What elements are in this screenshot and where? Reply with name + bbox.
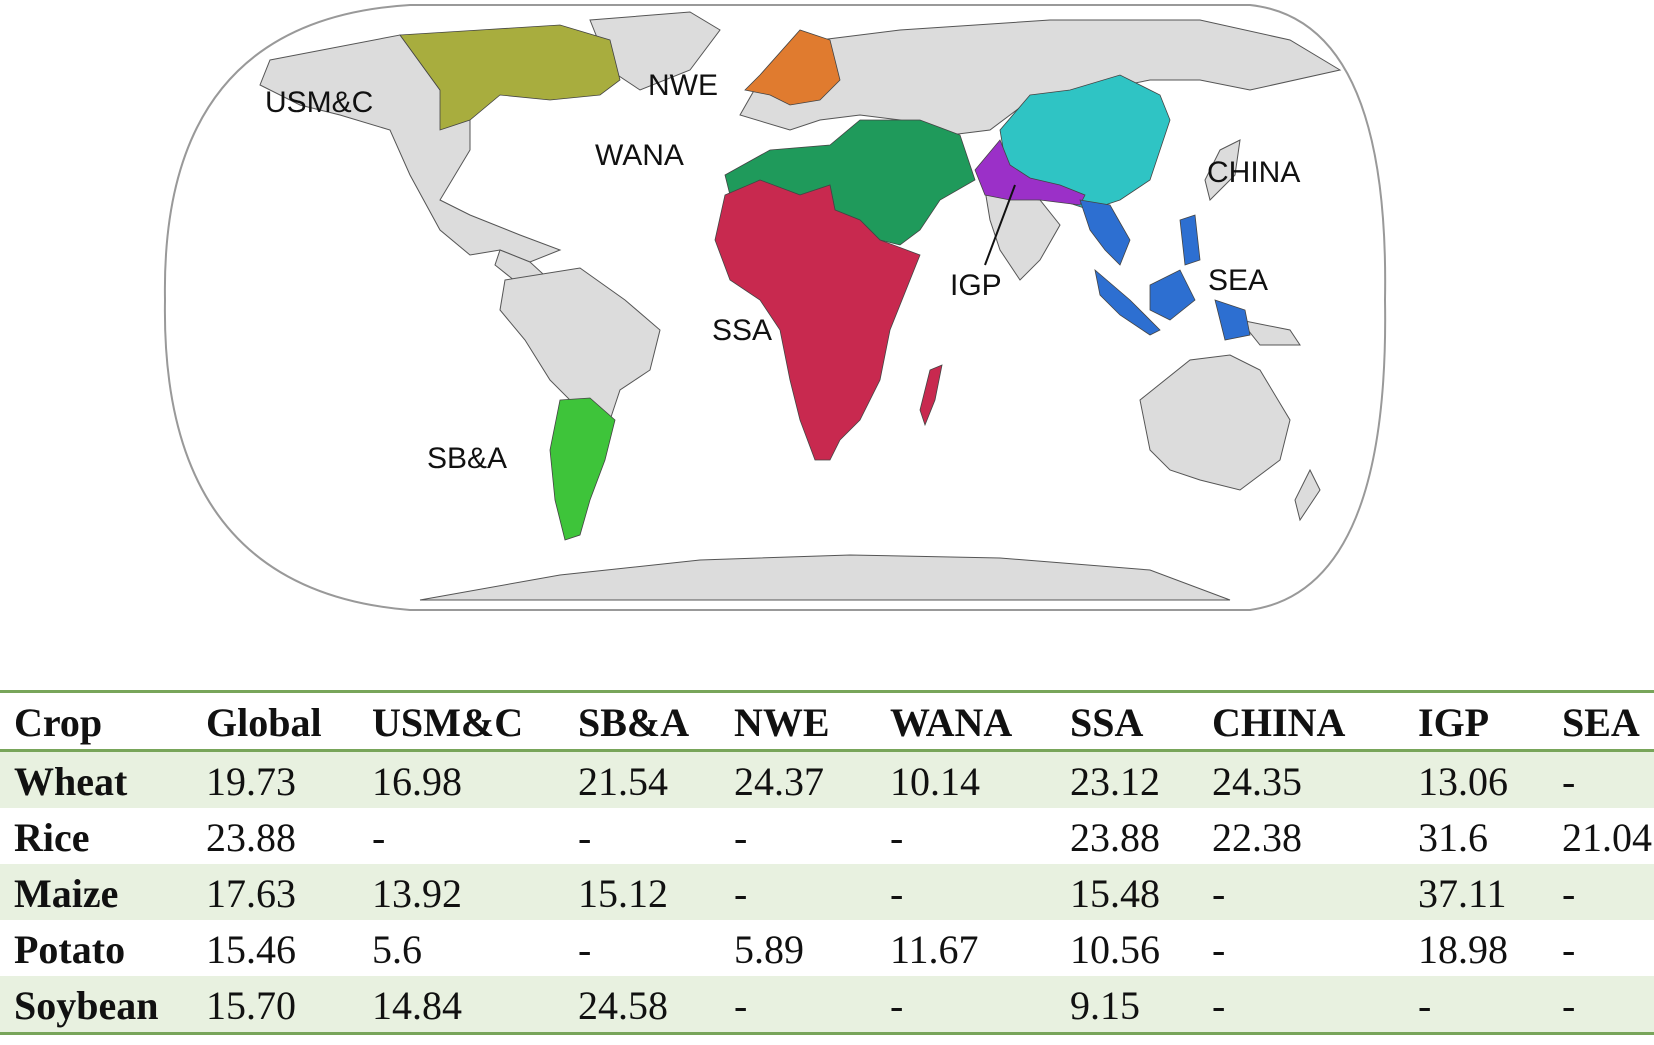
cell-china: - [1212, 982, 1226, 1028]
label-usmc: USM&C [265, 86, 373, 119]
cell-usmc: 13.92 [372, 870, 462, 916]
header-usmc: USM&C [372, 699, 524, 745]
header-ssa: SSA [1070, 699, 1144, 745]
cell-sba: - [578, 926, 592, 972]
header-nwe: NWE [734, 699, 830, 745]
cell-nwe: 5.89 [734, 926, 804, 972]
cell-sba: 24.58 [578, 982, 668, 1028]
region-sea-islands-4 [1214, 299, 1251, 341]
header-wana: WANA [890, 699, 1013, 745]
cell-global: 15.46 [206, 926, 296, 972]
cell-sea: - [1562, 870, 1576, 916]
header-china: CHINA [1212, 699, 1346, 745]
cell-nwe: - [734, 814, 748, 860]
cell-ssa: 10.56 [1070, 926, 1160, 972]
cell-ssa: 23.12 [1070, 758, 1160, 804]
region-sea-islands-3 [1179, 214, 1201, 266]
cell-wana: 10.14 [890, 758, 980, 804]
cell-ssa: 15.48 [1070, 870, 1160, 916]
yield-table: Crop Global USM&C SB&A NWE WANA SSA CHIN… [0, 690, 1654, 1035]
header-sea: SEA [1562, 699, 1640, 745]
row-crop-name: Potato [14, 926, 126, 972]
table-row: Wheat 19.73 16.98 21.54 24.37 10.14 23.1… [0, 750, 1654, 808]
cell-sba: 15.12 [578, 870, 668, 916]
label-sea: SEA [1208, 264, 1268, 297]
cell-usmc: - [372, 814, 386, 860]
world-map: USM&C NWE WANA CHINA IGP SEA SSA SB&A [163, 4, 1387, 611]
cell-igp: 18.98 [1418, 926, 1508, 972]
header-igp: IGP [1418, 699, 1490, 745]
yield-table-container: Crop Global USM&C SB&A NWE WANA SSA CHIN… [0, 690, 1654, 1035]
label-china: CHINA [1207, 156, 1300, 189]
table-row: Rice 23.88 - - - - 23.88 22.38 31.6 21.0… [0, 808, 1654, 864]
cell-wana: - [890, 982, 904, 1028]
cell-usmc: 16.98 [372, 758, 462, 804]
cell-nwe: 24.37 [734, 758, 824, 804]
cell-global: 15.70 [206, 982, 296, 1028]
land-new-zealand [1294, 468, 1321, 522]
row-crop-name: Maize [14, 870, 119, 916]
land-japan [1204, 139, 1241, 201]
label-igp: IGP [950, 269, 1002, 302]
label-sba: SB&A [427, 442, 507, 475]
cell-china: 22.38 [1212, 814, 1302, 860]
cell-sba: - [578, 814, 592, 860]
row-crop-name: Rice [14, 814, 90, 860]
world-map-svg: USM&C NWE WANA CHINA IGP SEA SSA SB&A [163, 4, 1387, 611]
cell-china: - [1212, 870, 1226, 916]
cell-sea: - [1562, 982, 1576, 1028]
cell-igp: - [1418, 982, 1432, 1028]
cell-wana: - [890, 870, 904, 916]
table-row: Soybean 15.70 14.84 24.58 - - 9.15 - - - [0, 976, 1654, 1034]
table-row: Potato 15.46 5.6 - 5.89 11.67 10.56 - 18… [0, 920, 1654, 976]
cell-china: 24.35 [1212, 758, 1302, 804]
cell-ssa: 9.15 [1070, 982, 1140, 1028]
cell-igp: 31.6 [1418, 814, 1488, 860]
region-sba [549, 397, 616, 541]
region-nwe [744, 29, 841, 106]
region-sea [1079, 199, 1131, 266]
region-sea-islands-2 [1149, 269, 1196, 321]
region-labels: USM&C NWE WANA CHINA IGP SEA SSA SB&A [265, 69, 1300, 475]
cell-igp: 13.06 [1418, 758, 1508, 804]
igp-pointer-line [984, 184, 1016, 266]
table-header-row: Crop Global USM&C SB&A NWE WANA SSA CHIN… [0, 691, 1654, 751]
cell-sea: 21.04 [1562, 814, 1652, 860]
label-ssa: SSA [712, 314, 772, 347]
cell-sba: 21.54 [578, 758, 668, 804]
table-row: Maize 17.63 13.92 15.12 - - 15.48 - 37.1… [0, 864, 1654, 920]
cell-wana: - [890, 814, 904, 860]
label-nwe: NWE [648, 69, 718, 102]
cell-sea: - [1562, 758, 1576, 804]
land-antarctica [419, 554, 1231, 601]
row-crop-name: Wheat [14, 758, 128, 804]
land-grey [259, 11, 1342, 601]
row-crop-name: Soybean [14, 982, 159, 1028]
cell-nwe: - [734, 982, 748, 1028]
cell-china: - [1212, 926, 1226, 972]
cell-usmc: 5.6 [372, 926, 422, 972]
land-new-guinea [1238, 319, 1301, 346]
cell-ssa: 23.88 [1070, 814, 1160, 860]
label-wana: WANA [595, 139, 684, 172]
land-eurasia-north [739, 19, 1342, 136]
cell-igp: 37.11 [1418, 870, 1507, 916]
cell-sea: - [1562, 926, 1576, 972]
header-global: Global [206, 699, 322, 745]
region-igp [974, 139, 1086, 206]
region-ssa-madagascar [919, 364, 943, 427]
header-sba: SB&A [578, 699, 690, 745]
cell-nwe: - [734, 870, 748, 916]
region-sea-islands-1 [1094, 268, 1161, 336]
region-usmc [399, 24, 621, 131]
cell-global: 17.63 [206, 870, 296, 916]
land-australia [1139, 354, 1291, 491]
regions [399, 24, 1251, 541]
header-crop: Crop [14, 699, 103, 745]
cell-global: 19.73 [206, 758, 296, 804]
region-ssa [714, 179, 921, 461]
cell-wana: 11.67 [890, 926, 979, 972]
cell-global: 23.88 [206, 814, 296, 860]
cell-usmc: 14.84 [372, 982, 462, 1028]
